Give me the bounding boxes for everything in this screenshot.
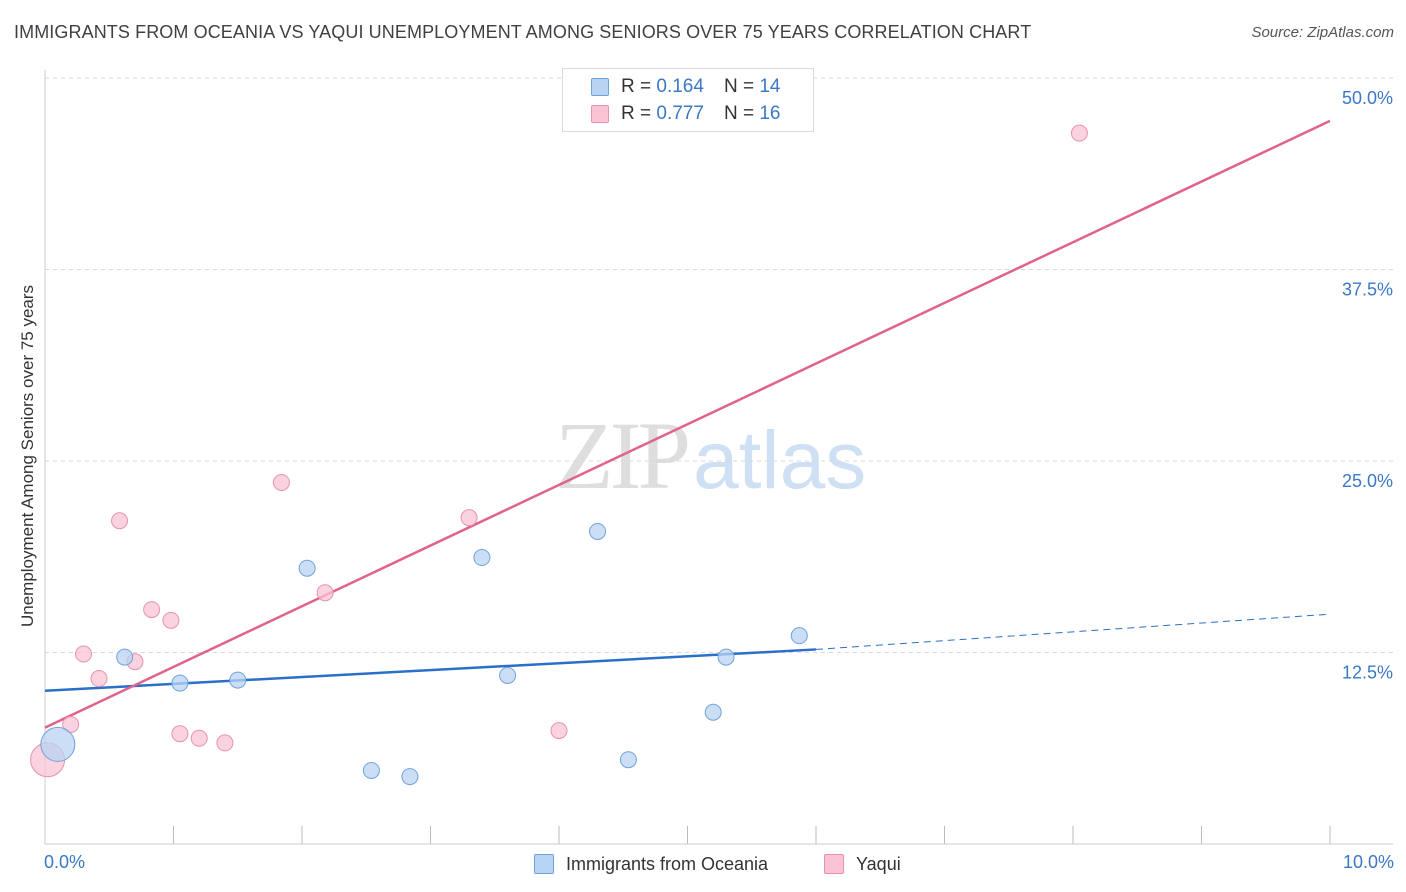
point-oceania — [704, 703, 722, 721]
trend-line-oceania-extension — [815, 613, 1331, 650]
legend-swatch-pink — [591, 105, 609, 123]
point-yaqui — [316, 584, 334, 602]
point-oceania — [40, 726, 76, 762]
legend-r-value: 0.164 — [656, 76, 704, 97]
legend-r-label: R = — [621, 76, 652, 97]
point-yaqui — [550, 722, 568, 740]
point-yaqui — [460, 509, 478, 527]
point-yaqui — [62, 716, 80, 734]
x-tick-label-min: 0.0% — [44, 852, 86, 872]
point-yaqui — [162, 611, 180, 629]
x-tick-label-max: 10.0% — [1342, 852, 1394, 872]
point-oceania — [362, 761, 380, 779]
point-yaqui — [1070, 124, 1088, 142]
point-oceania — [717, 648, 735, 666]
point-oceania — [499, 666, 517, 684]
y-tick-label: 25.0% — [1342, 471, 1393, 491]
legend-n-label: N = — [723, 103, 755, 124]
legend-r-value: 0.777 — [656, 103, 704, 124]
legend-row-oceania: R = 0.164 N = 14 — [591, 75, 780, 99]
gridlines — [44, 77, 1393, 844]
series-legend-oceania: Immigrants from Oceania — [534, 852, 768, 876]
series-name-yaqui: Yaqui — [856, 853, 901, 874]
y-tick-label: 37.5% — [1342, 280, 1393, 300]
series-swatch-pink — [824, 854, 844, 874]
trend-line-oceania — [44, 648, 817, 693]
point-oceania — [619, 751, 637, 769]
point-yaqui — [111, 512, 129, 530]
point-yaqui — [90, 670, 108, 688]
point-oceania — [401, 768, 419, 786]
legend-n-label: N = — [723, 76, 755, 97]
point-yaqui — [216, 734, 234, 752]
point-yaqui — [143, 601, 161, 619]
y-tick-label: 50.0% — [1342, 88, 1393, 108]
axes — [44, 70, 1393, 845]
trend-lines — [44, 119, 1331, 729]
source-credit: Source: ZipAtlas.com — [1251, 24, 1394, 41]
point-yaqui — [171, 725, 189, 743]
y-tick-label: 12.5% — [1342, 663, 1393, 683]
point-oceania — [589, 522, 607, 540]
point-oceania — [116, 648, 134, 666]
legend-swatch-blue — [591, 78, 609, 96]
correlation-legend: R = 0.164 N = 14 R = 0.777 N = 16 — [562, 68, 814, 132]
point-oceania — [229, 671, 247, 689]
series-swatch-blue — [534, 854, 554, 874]
legend-n-value: 14 — [759, 76, 781, 97]
point-oceania — [298, 559, 316, 577]
legend-row-yaqui: R = 0.777 N = 16 — [591, 102, 780, 126]
series-legend-yaqui: Yaqui — [824, 852, 901, 876]
y-tick-labels: 12.5% 25.0% 37.5% 50.0% — [1342, 88, 1393, 683]
point-yaqui — [272, 473, 290, 491]
series-name-oceania: Immigrants from Oceania — [566, 853, 769, 874]
point-yaqui — [190, 729, 208, 747]
point-oceania — [790, 627, 808, 645]
data-points — [30, 124, 1088, 786]
legend-n-value: 16 — [759, 103, 781, 124]
point-oceania — [473, 549, 491, 567]
trend-line-yaqui — [44, 119, 1331, 729]
legend-r-label: R = — [621, 103, 652, 124]
point-yaqui — [75, 645, 93, 663]
chart-title: IMMIGRANTS FROM OCEANIA VS YAQUI UNEMPLO… — [14, 22, 1032, 42]
point-oceania — [171, 674, 189, 692]
